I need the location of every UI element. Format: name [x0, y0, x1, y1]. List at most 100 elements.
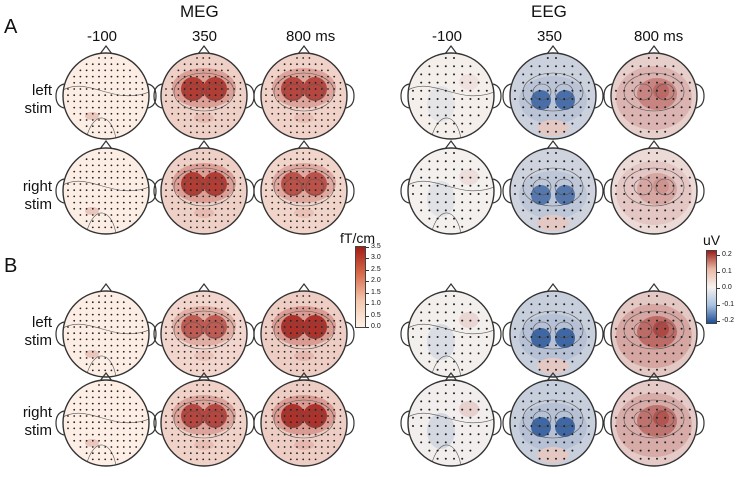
- sensor-dot: [571, 176, 574, 179]
- sensor-dot: [91, 350, 94, 353]
- sensor-dot: [265, 421, 267, 424]
- sensor-dot: [308, 363, 311, 366]
- sensor-dot: [469, 193, 472, 195]
- sensor-dot: [104, 421, 107, 424]
- sensor-dot: [320, 112, 323, 115]
- sensor-dot: [320, 439, 323, 442]
- sensor-dot: [428, 160, 431, 163]
- sensor-dot: [165, 189, 167, 192]
- sensor-dot: [104, 357, 107, 359]
- sensor-dot: [283, 164, 286, 167]
- sensor-dot: [615, 89, 617, 92]
- sensor-dot: [122, 63, 125, 66]
- sensor-dot: [546, 352, 549, 355]
- sensor-dot: [485, 98, 488, 100]
- sensor-dot: [183, 433, 186, 436]
- sensor-dot: [314, 452, 317, 455]
- sensor-dot: [412, 327, 414, 330]
- sensor-dot: [522, 114, 525, 117]
- sensor-dot: [104, 396, 107, 399]
- sensor-dot: [680, 400, 683, 403]
- sensor-dot: [98, 106, 100, 109]
- sensor-dot: [129, 338, 131, 341]
- sensor-dot: [412, 425, 414, 427]
- sensor-dot: [631, 344, 634, 347]
- sensor-dot: [271, 421, 274, 424]
- sensor-dot: [647, 344, 650, 347]
- sensor-dot: [314, 369, 317, 372]
- sensor-dot: [314, 106, 317, 109]
- sensor-dot: [436, 457, 439, 460]
- sensor-dot: [98, 307, 100, 310]
- sensor-dot: [320, 301, 323, 304]
- sensor-dot: [239, 195, 242, 198]
- sensor-dot: [615, 416, 617, 419]
- sensor-dot: [522, 89, 525, 92]
- sensor-dot: [333, 439, 336, 442]
- sensor-dot: [271, 350, 274, 353]
- field-blob: [519, 171, 587, 219]
- ear-left: [400, 178, 410, 204]
- sensor-dot: [104, 158, 107, 161]
- sensor-dot: [98, 421, 100, 424]
- sensor-dot: [647, 114, 650, 117]
- sensor-dot: [444, 176, 447, 179]
- sensor-dot: [308, 384, 311, 386]
- sensor-dot: [436, 425, 439, 427]
- sensor-dot: [116, 390, 119, 393]
- sensor-dot: [333, 350, 336, 353]
- sensor-dot: [91, 363, 94, 366]
- sensor-dot: [214, 226, 217, 229]
- sensor-dot: [587, 433, 590, 436]
- sensor-dot: [135, 326, 138, 328]
- sensor-dot: [672, 360, 675, 363]
- sensor-dot: [220, 69, 223, 72]
- sensor-dot: [227, 439, 229, 442]
- sensor-dot: [196, 427, 198, 430]
- sensor-dot: [91, 369, 94, 372]
- sensor-dot: [122, 125, 125, 128]
- sensor-dot: [79, 81, 82, 84]
- sensor-dot: [656, 433, 658, 436]
- sensor-dot: [227, 338, 229, 341]
- sensor-dot: [664, 327, 667, 330]
- sensor-dot: [277, 446, 280, 448]
- sensor-dot: [571, 416, 574, 419]
- sensor-dot: [485, 425, 488, 427]
- sensor-dot: [91, 63, 94, 66]
- sensor-dot: [171, 195, 174, 198]
- sensor-dot: [122, 81, 125, 84]
- contour-line: [183, 410, 203, 428]
- sensor-dot: [110, 195, 113, 198]
- ear-right: [147, 83, 157, 109]
- contour-line: [173, 310, 235, 350]
- sensor-dot: [672, 81, 675, 84]
- sensor-dot: [647, 98, 650, 100]
- eeg-colorbar-tick-mark: [717, 304, 720, 306]
- sensor-dot: [85, 350, 88, 353]
- sensor-dot: [308, 131, 311, 134]
- sensor-dot: [91, 100, 94, 103]
- sensor-dot: [85, 106, 88, 109]
- sensor-dot: [302, 226, 305, 229]
- sensor-dot: [183, 220, 186, 223]
- sensor-dot: [514, 184, 516, 187]
- sensor-dot: [202, 421, 205, 424]
- sensor-dot: [141, 100, 144, 103]
- sensor-dot: [555, 176, 557, 179]
- contour-line: [532, 410, 552, 428]
- sensor-dot: [664, 98, 667, 100]
- sensor-dot: [563, 193, 566, 195]
- sensor-dot: [631, 184, 634, 187]
- sensor-dot: [664, 360, 667, 363]
- sensor-dot: [469, 73, 472, 76]
- contour-line: [273, 167, 335, 207]
- sensor-dot: [546, 303, 549, 306]
- contour-line: [205, 83, 225, 101]
- sensor-dot: [555, 160, 557, 163]
- sensor-dot: [514, 89, 516, 92]
- sensor-dot: [469, 303, 472, 306]
- sensor-dot: [453, 368, 455, 371]
- contour-line: [532, 321, 552, 339]
- sensor-dot: [680, 433, 683, 436]
